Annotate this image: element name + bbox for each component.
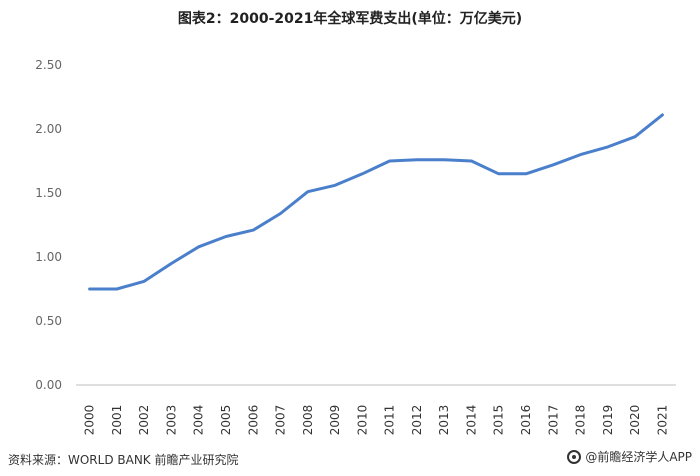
y-tick-label: 1.50 xyxy=(35,186,62,200)
x-tick-label: 2002 xyxy=(137,405,151,436)
x-tick-label: 2011 xyxy=(383,405,397,436)
y-tick-label: 0.50 xyxy=(35,314,62,328)
x-tick-label: 2005 xyxy=(219,405,233,436)
x-tick-label: 2017 xyxy=(546,405,560,436)
x-tick-label: 2001 xyxy=(110,405,124,436)
x-tick-label: 2004 xyxy=(192,405,206,436)
x-tick-label: 2010 xyxy=(355,405,369,436)
x-tick-label: 2016 xyxy=(519,405,533,436)
y-axis-ticks: 0.00 0.50 1.00 1.50 2.00 2.50 xyxy=(35,58,62,392)
y-tick-label: 2.50 xyxy=(35,58,62,72)
x-tick-label: 2019 xyxy=(601,405,615,436)
brand-text: @前瞻经济学人APP xyxy=(585,450,692,464)
series-line xyxy=(88,113,664,291)
x-tick-label: 2006 xyxy=(246,405,260,436)
chart-title: 图表2：2000-2021年全球军费支出(单位：万亿美元) xyxy=(177,11,523,27)
x-tick-label: 2018 xyxy=(574,405,588,436)
y-tick-label: 1.00 xyxy=(35,250,62,264)
x-tick-label: 2020 xyxy=(628,405,642,436)
x-tick-label: 2009 xyxy=(328,405,342,436)
x-tick-label: 2014 xyxy=(464,405,478,436)
x-tick-label: 2013 xyxy=(437,405,451,436)
x-axis-ticks: 2000 2001 2002 2003 2004 2005 2006 2007 2008 2009… xyxy=(83,405,670,436)
x-tick-label: 2021 xyxy=(655,405,669,436)
x-tick-label: 2012 xyxy=(410,405,424,436)
x-tick-label: 2003 xyxy=(164,405,178,436)
source-note: 资料来源：WORLD BANK 前瞻产业研究院 xyxy=(8,453,239,467)
y-tick-label: 0.00 xyxy=(35,378,62,392)
brand-mark: @前瞻经济学人APP xyxy=(567,448,692,465)
x-tick-label: 2007 xyxy=(274,405,288,436)
x-tick-label: 2000 xyxy=(83,405,97,436)
brand-logo-icon xyxy=(567,449,582,464)
x-tick-label: 2015 xyxy=(492,405,506,436)
x-tick-label: 2008 xyxy=(301,405,315,436)
y-tick-label: 2.00 xyxy=(35,122,62,136)
